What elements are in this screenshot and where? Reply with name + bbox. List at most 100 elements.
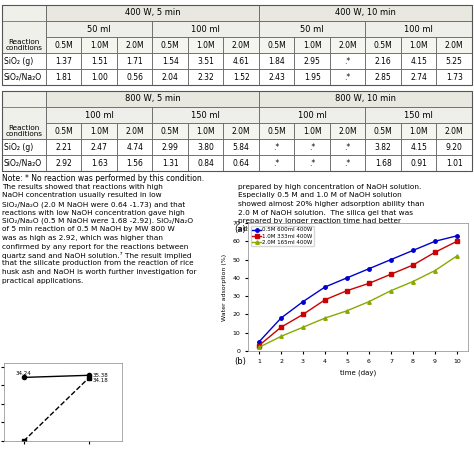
Text: 0.84: 0.84	[197, 158, 214, 167]
2.0M 165ml 400W	[366, 299, 372, 304]
2.0M 165ml 400W	[256, 345, 262, 350]
Text: 0.5M: 0.5M	[374, 40, 392, 49]
Bar	[46, 5, 259, 21]
Text: 4.15: 4.15	[410, 142, 427, 151]
Text: practical applications.: practical applications.	[2, 277, 83, 283]
Bar	[46, 37, 82, 53]
Text: Note: * No reaction was performed by this condition.: Note: * No reaction was performed by thi…	[2, 174, 204, 183]
Bar	[330, 37, 365, 53]
Text: The results showed that reactions with high: The results showed that reactions with h…	[2, 184, 163, 190]
Bar	[117, 155, 153, 171]
Bar	[153, 139, 188, 155]
Text: 2.47: 2.47	[91, 142, 108, 151]
Bar	[365, 37, 401, 53]
Bar	[153, 21, 259, 37]
Text: 9.20: 9.20	[446, 142, 463, 151]
Text: .*: .*	[345, 72, 351, 82]
0.5M 600ml 400W	[344, 275, 350, 281]
Text: 1.73: 1.73	[446, 72, 463, 82]
1.0M 333ml 400W	[344, 288, 350, 293]
0.5M 600ml 400W	[410, 248, 416, 253]
Text: 0.5M: 0.5M	[55, 127, 73, 136]
Bar	[294, 155, 330, 171]
Bar	[259, 37, 294, 53]
Bar	[117, 123, 153, 139]
Text: 1.63: 1.63	[91, 158, 108, 167]
Text: 0.5M: 0.5M	[267, 40, 286, 49]
Text: 0.5M: 0.5M	[267, 127, 286, 136]
Text: 2.92: 2.92	[55, 158, 72, 167]
Bar	[437, 139, 472, 155]
Bar	[401, 155, 437, 171]
Text: .*: .*	[345, 158, 351, 167]
Text: 1.68: 1.68	[375, 158, 392, 167]
Bar	[401, 123, 437, 139]
Text: 0.91: 0.91	[410, 158, 427, 167]
Text: 0.56: 0.56	[126, 72, 143, 82]
Text: 800 W, 10 min: 800 W, 10 min	[335, 94, 396, 104]
Line: 2.0M 165ml 400W: 2.0M 165ml 400W	[257, 254, 459, 349]
Bar	[259, 21, 365, 37]
Bar	[365, 123, 401, 139]
Text: 2.43: 2.43	[268, 72, 285, 82]
Bar	[330, 139, 365, 155]
Bar	[188, 123, 224, 139]
Bar	[401, 69, 437, 85]
Text: 1.01: 1.01	[446, 158, 463, 167]
Bar	[294, 37, 330, 53]
Text: reactions with low NaOH concentration gave high: reactions with low NaOH concentration ga…	[2, 210, 185, 216]
Text: 800 W, 5 min: 800 W, 5 min	[125, 94, 181, 104]
Text: 2.32: 2.32	[197, 72, 214, 82]
Bar	[2, 5, 46, 53]
Text: 34.24: 34.24	[16, 370, 32, 375]
Bar	[46, 139, 82, 155]
Bar	[2, 139, 46, 155]
Text: confirmed by any report for the reactions between: confirmed by any report for the reaction…	[2, 243, 188, 250]
Bar	[259, 5, 472, 21]
Bar	[117, 37, 153, 53]
Text: 100 ml: 100 ml	[191, 25, 220, 34]
Text: quartz sand and NaOH solution.⁷ The result implied: quartz sand and NaOH solution.⁷ The resu…	[2, 252, 191, 259]
Text: SiO₂/Na₂O (2.0 M NaOH were 0.64 -1.73) and that: SiO₂/Na₂O (2.0 M NaOH were 0.64 -1.73) a…	[2, 201, 185, 207]
Bar	[153, 155, 188, 171]
Text: 0.5M: 0.5M	[161, 127, 180, 136]
Y-axis label: Water adsorption (%): Water adsorption (%)	[222, 253, 227, 321]
Bar	[117, 139, 153, 155]
Text: 1.0M: 1.0M	[303, 127, 321, 136]
Bar	[46, 155, 82, 171]
Text: SiO₂/Na₂O (0.5 M NaOH were 1.68 -2.92). SiO₂/Na₂O: SiO₂/Na₂O (0.5 M NaOH were 1.68 -2.92). …	[2, 218, 193, 224]
Bar	[153, 37, 188, 53]
0.5M 600ml 400W	[300, 299, 306, 304]
Bar	[224, 123, 259, 139]
Text: SiO₂/Na₂O: SiO₂/Na₂O	[4, 158, 42, 167]
Bar	[188, 155, 224, 171]
Bar	[153, 53, 188, 69]
Bar	[224, 139, 259, 155]
Bar	[259, 155, 294, 171]
Bar	[46, 91, 259, 107]
Bar	[294, 123, 330, 139]
Text: 2.74: 2.74	[410, 72, 427, 82]
Text: SiO₂ (g): SiO₂ (g)	[4, 142, 33, 151]
2.0M 165ml 400W	[344, 308, 350, 313]
Text: 1.54: 1.54	[162, 57, 179, 66]
Text: that the silicate production from the reaction of rice: that the silicate production from the re…	[2, 260, 193, 267]
Bar	[259, 123, 294, 139]
Bar	[259, 107, 365, 123]
1.0M 333ml 400W	[388, 272, 394, 277]
Text: 5.25: 5.25	[446, 57, 463, 66]
Text: of 5 min reaction of 0.5 M NaOH by MW 800 W: of 5 min reaction of 0.5 M NaOH by MW 80…	[2, 226, 175, 233]
Bar	[46, 69, 82, 85]
Text: 3.80: 3.80	[197, 142, 214, 151]
Text: 2.95: 2.95	[304, 57, 321, 66]
Legend: 0.5M 600ml 400W, 1.0M 333ml 400W, 2.0M 165ml 400W: 0.5M 600ml 400W, 1.0M 333ml 400W, 2.0M 1…	[251, 226, 314, 247]
Bar	[365, 155, 401, 171]
Text: 1.00: 1.00	[91, 72, 108, 82]
Bar	[188, 139, 224, 155]
Bar	[2, 21, 46, 53]
1.0M 333ml 400W	[454, 238, 460, 244]
1.0M 333ml 400W	[432, 250, 438, 255]
Line: 1.0M 333ml 400W: 1.0M 333ml 400W	[257, 240, 459, 347]
Bar	[365, 107, 472, 123]
Text: (b): (b)	[234, 357, 246, 366]
